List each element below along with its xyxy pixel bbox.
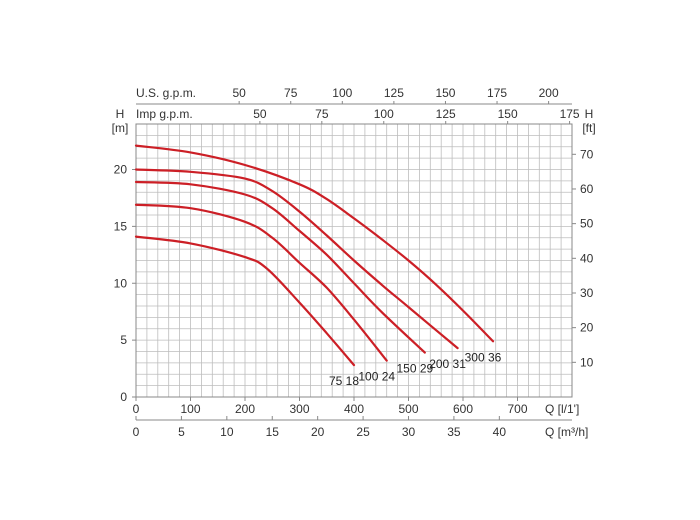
x-tick-label-lmin: 200: [235, 402, 255, 416]
pump-curve: [134, 168, 459, 350]
x-tick-label-lmin: 700: [507, 402, 527, 416]
top-axis-title-imp: Imp g.p.m.: [136, 107, 193, 121]
x-tick-label-m3h: 30: [402, 425, 416, 439]
top-tick-label-imp: 75: [315, 107, 329, 121]
pump-curve: [134, 235, 356, 367]
y-axis-unit-right: [ft]: [582, 121, 595, 135]
curve-label: 100 24: [358, 370, 395, 384]
grid-layer: [135, 123, 573, 398]
pump-curve: [134, 180, 426, 354]
top-tick-label-us: 200: [539, 86, 559, 100]
top-tick-label-us: 100: [332, 86, 352, 100]
x-tick-label-m3h: 20: [311, 425, 325, 439]
top-tick-label-us: 125: [384, 86, 404, 100]
x-tick-label-lmin: 0: [133, 402, 140, 416]
top-tick-label-us: 50: [232, 86, 246, 100]
y-tick-label-ft: 70: [580, 147, 594, 161]
y-tick-label-m: 15: [114, 219, 128, 233]
x-tick-label-lmin: 300: [289, 402, 309, 416]
top-axis-title-us: U.S. g.p.m.: [136, 86, 196, 100]
x-axis-title-lmin: Q [l/1']: [545, 402, 579, 416]
y-tick-label-m: 5: [120, 333, 127, 347]
curve-label: 75 18: [329, 374, 359, 388]
top-tick-label-imp: 50: [253, 107, 267, 121]
x-tick-label-m3h: 0: [133, 425, 140, 439]
x-tick-label-lmin: 400: [344, 402, 364, 416]
x-tick-label-m3h: 10: [220, 425, 234, 439]
curve-label: 150 29: [396, 362, 433, 376]
text-layer: 0 100 200 300 400 500 600 700 Q [l/1']0 5 10 15 20 25…: [112, 86, 596, 439]
x-tick-label-m3h: 40: [493, 425, 507, 439]
axis-layer: [132, 101, 576, 421]
x-tick-label-lmin: 500: [398, 402, 418, 416]
y-tick-label-ft: 30: [580, 286, 594, 300]
top-tick-label-imp: 175: [560, 107, 580, 121]
y-axis-title-right: H: [585, 107, 594, 121]
y-axis-unit-left: [m]: [112, 121, 129, 135]
x-tick-label-m3h: 15: [266, 425, 280, 439]
pump-curve: [134, 144, 495, 343]
top-tick-label-us: 150: [435, 86, 455, 100]
y-tick-label-m: 20: [114, 163, 128, 177]
y-tick-label-m: 0: [120, 390, 127, 404]
x-tick-label-m3h: 25: [356, 425, 370, 439]
y-tick-label-ft: 20: [580, 321, 594, 335]
top-tick-label-imp: 150: [498, 107, 518, 121]
x-tick-label-m3h: 35: [447, 425, 461, 439]
y-tick-label-ft: 50: [580, 217, 594, 231]
curve-layer: [134, 144, 495, 367]
top-tick-label-us: 75: [284, 86, 298, 100]
curve-label: 300 36: [465, 350, 502, 364]
y-tick-label-m: 10: [114, 276, 128, 290]
y-tick-label-ft: 60: [580, 182, 594, 196]
pump-curve: [134, 203, 388, 362]
top-tick-label-imp: 125: [436, 107, 456, 121]
x-tick-label-lmin: 600: [453, 402, 473, 416]
top-tick-label-us: 175: [487, 86, 507, 100]
y-tick-label-ft: 10: [580, 355, 594, 369]
x-axis-title-m3h: Q [m³/h]: [545, 425, 588, 439]
y-axis-title-left: H: [116, 107, 125, 121]
x-tick-label-m3h: 5: [178, 425, 185, 439]
curve-label: 200 31: [429, 357, 466, 371]
y-tick-label-ft: 40: [580, 251, 594, 265]
top-tick-label-imp: 100: [374, 107, 394, 121]
x-tick-label-lmin: 100: [180, 402, 200, 416]
